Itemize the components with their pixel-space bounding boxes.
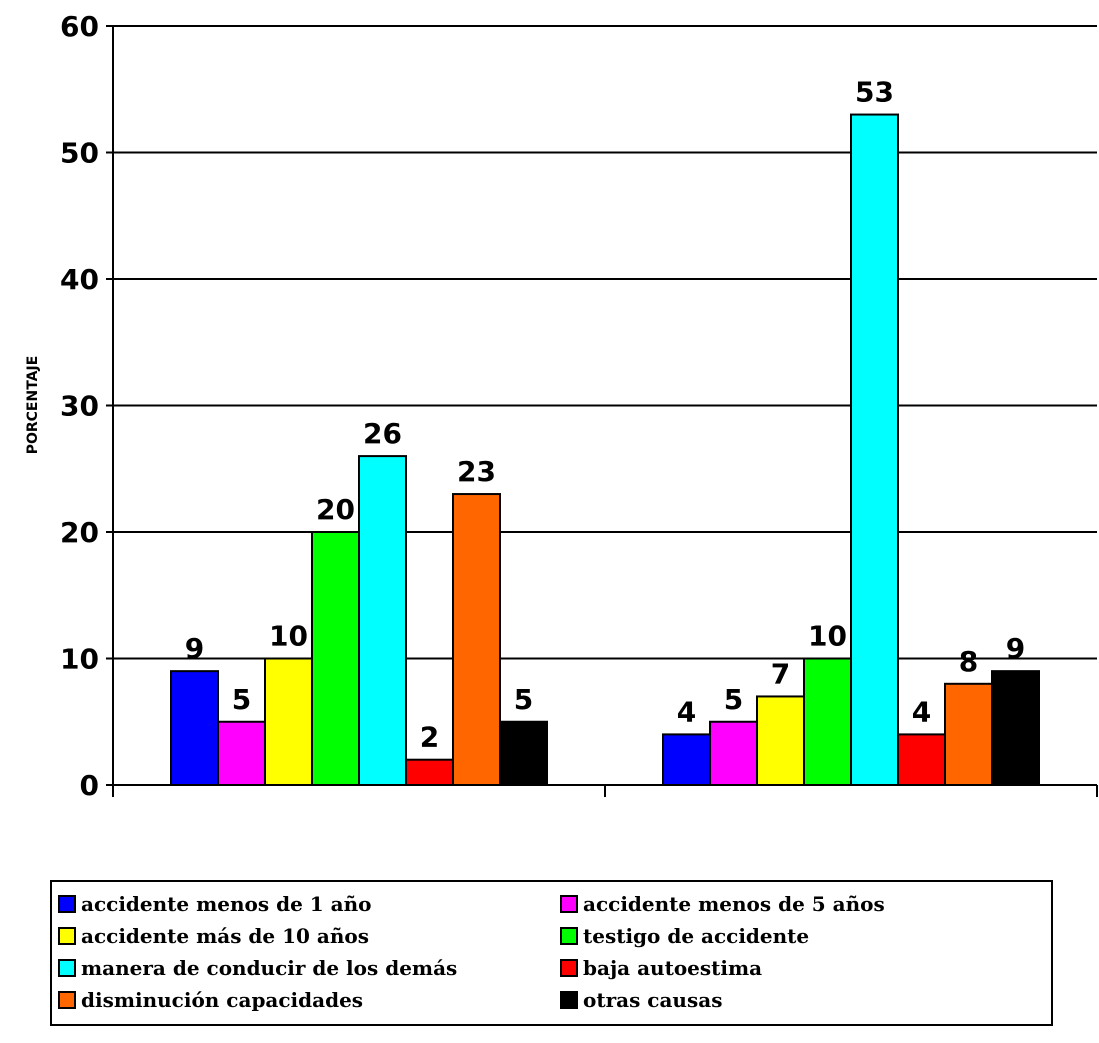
y-axis-label: PORCENTAJE [25,356,41,455]
y-tick-label: 50 [60,137,99,170]
bar [311,531,360,786]
legend-item: testigo de accidente [560,920,1000,952]
bar [662,733,711,787]
bar [217,720,266,786]
y-tick-label: 0 [80,769,99,800]
gridlines [113,25,1097,660]
bar [850,113,899,787]
legend-item: accidente menos de 1 año [58,888,560,920]
legend-item: accidente más de 10 años [58,920,560,952]
y-tick-label: 30 [60,390,99,423]
data-label: 10 [808,620,847,653]
bar [991,670,1040,787]
data-label: 2 [420,721,439,754]
legend-swatch [560,927,578,945]
legend-swatch [58,927,76,945]
data-label: 20 [316,493,355,526]
bar [452,493,501,786]
bar [264,657,313,786]
y-tick-label: 20 [60,516,99,549]
legend-item: accidente menos de 5 años [560,888,1000,920]
legend-label: accidente menos de 1 año [81,892,372,916]
data-label: 4 [912,695,931,728]
bar [709,720,758,786]
legend-item: manera de conducir de los demás [58,952,560,984]
legend-label: accidente menos de 5 años [583,892,885,916]
data-label: 9 [185,632,204,665]
bar [499,720,548,786]
legend-label: disminución capacidades [81,988,364,1012]
legend-swatch [560,991,578,1009]
legend: accidente menos de 1 año accidente menos … [50,880,1053,1026]
bar [756,695,805,787]
bar [944,682,993,786]
legend-label: baja autoestima [583,956,763,980]
bar [803,657,852,786]
axes: 0102030405060hombresmujeres [60,10,1098,800]
data-label: 5 [724,683,743,716]
legend-swatch [560,895,578,913]
bar [358,455,407,786]
y-tick-label: 10 [60,643,99,676]
legend-item: baja autoestima [560,952,1000,984]
legend-label: manera de conducir de los demás [81,956,458,980]
bars [170,113,1040,787]
data-label: 7 [771,657,790,690]
data-label: 8 [959,645,978,678]
legend-swatch [58,991,76,1009]
legend-label: otras causas [583,988,723,1012]
legend-label: testigo de accidente [583,924,810,948]
y-tick-label: 60 [60,10,99,43]
legend-swatch [560,959,578,977]
legend-label: accidente más de 10 años [81,924,369,948]
data-label: 53 [855,76,894,109]
legend-item: disminución capacidades [58,984,560,1016]
bar [897,733,946,787]
y-tick-label: 40 [60,263,99,296]
data-label: 9 [1006,632,1025,665]
data-label: 4 [677,695,696,728]
data-label: 5 [232,683,251,716]
bar [170,670,219,787]
bar [405,758,454,787]
data-label: 5 [514,683,533,716]
legend-swatch [58,895,76,913]
legend-swatch [58,959,76,977]
data-label: 23 [457,455,496,488]
data-label: 26 [363,417,402,450]
legend-item: otras causas [560,984,1000,1016]
data-label: 10 [269,620,308,653]
